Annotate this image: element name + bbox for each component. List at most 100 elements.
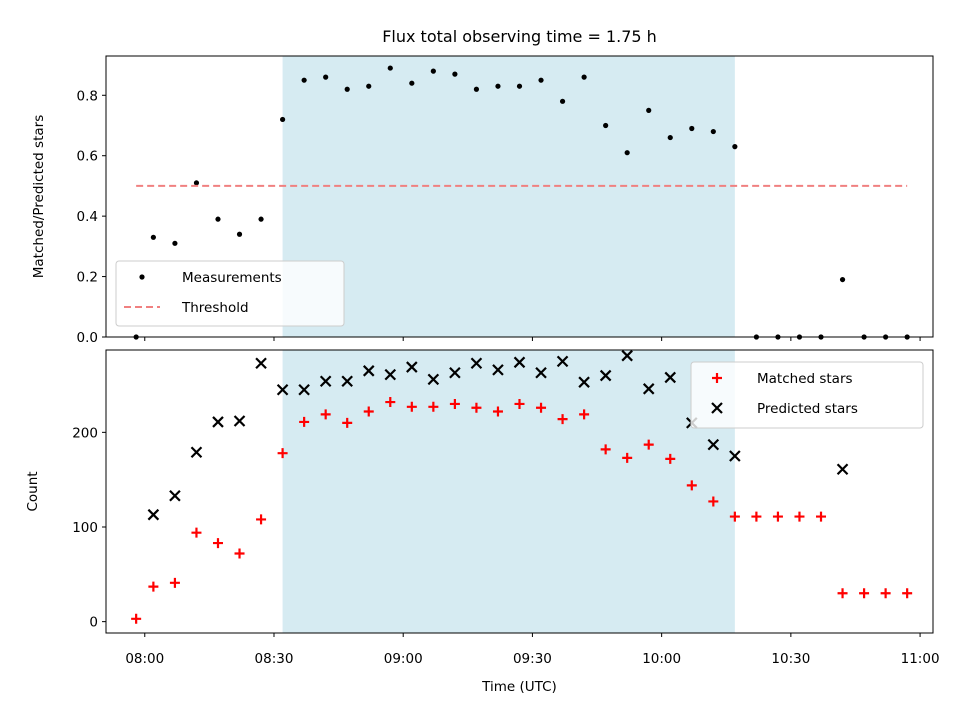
matched-stars-point bbox=[406, 401, 417, 412]
predicted-stars-point bbox=[621, 349, 633, 362]
matched-stars-point bbox=[277, 448, 288, 459]
matched-stars-point bbox=[299, 416, 310, 427]
predicted-stars-point bbox=[406, 361, 418, 373]
top-legend: Measurements Threshold bbox=[115, 260, 345, 327]
x-tick-label: 09:30 bbox=[513, 651, 552, 667]
matched-stars-point bbox=[708, 496, 719, 507]
x-axis-label: Time (UTC) bbox=[481, 679, 557, 695]
predicted-stars-point bbox=[384, 368, 397, 381]
measurement-point bbox=[624, 150, 630, 156]
predicted-stars-point bbox=[319, 375, 332, 388]
measurement-point bbox=[689, 125, 695, 132]
predicted-stars-point bbox=[427, 373, 440, 386]
predicted-stars-point bbox=[556, 355, 569, 368]
measurement-point bbox=[430, 68, 436, 74]
measurement-point bbox=[323, 74, 329, 80]
predicted-stars-point bbox=[147, 508, 160, 521]
x-tick-label: 11:00 bbox=[901, 651, 940, 667]
legend-predicted-stars-swatch bbox=[711, 402, 723, 414]
x-tick-label: 10:30 bbox=[771, 651, 810, 667]
measurement-point bbox=[452, 71, 458, 77]
matched-stars-point bbox=[622, 452, 633, 463]
matched-stars-point bbox=[169, 577, 180, 588]
predicted-stars-point bbox=[513, 356, 526, 369]
predicted-stars-point bbox=[362, 365, 375, 377]
matched-stars-point bbox=[643, 439, 654, 450]
measurement-point bbox=[732, 144, 738, 150]
bottom-axes-frame bbox=[105, 349, 934, 634]
top-data-layer bbox=[133, 65, 910, 340]
measurement-point bbox=[581, 74, 587, 80]
predicted-stars-point bbox=[642, 383, 655, 395]
measurement-point bbox=[495, 83, 501, 89]
measurement-point bbox=[710, 128, 716, 135]
predicted-stars-point bbox=[449, 366, 461, 379]
matched-stars-point bbox=[363, 406, 374, 417]
predicted-stars-point bbox=[578, 376, 590, 388]
matched-stars-point bbox=[579, 409, 590, 420]
x-tick-label: 08:30 bbox=[255, 651, 294, 667]
predicted-stars-point bbox=[599, 369, 612, 382]
measurement-point bbox=[559, 98, 566, 104]
top-x-ticks bbox=[144, 337, 921, 341]
top-y-tick-label: 0.0 bbox=[77, 330, 98, 346]
matched-stars-point bbox=[514, 398, 525, 409]
matched-stars-point bbox=[385, 397, 396, 408]
predicted-stars-point bbox=[470, 357, 483, 370]
bottom-panel: 0 100 200 08:00 08:30 09:00 09:30 10:00 10:30 11… bbox=[25, 349, 940, 695]
x-tick-label: 09:00 bbox=[384, 651, 423, 667]
matched-stars-point bbox=[794, 511, 805, 522]
top-y-axis-label: Matched/Predicted stars bbox=[31, 115, 47, 278]
measurement-point bbox=[215, 216, 221, 222]
top-y-tick-label: 0.4 bbox=[77, 209, 98, 225]
matched-stars-point bbox=[342, 417, 353, 428]
matched-stars-point bbox=[449, 398, 460, 409]
measurement-point bbox=[236, 231, 243, 237]
measurement-point bbox=[516, 83, 523, 89]
top-y-ticks: 0.0 0.2 0.4 0.6 0.8 bbox=[77, 88, 106, 346]
measurement-point bbox=[344, 86, 350, 92]
predicted-stars-point bbox=[341, 375, 353, 388]
matched-stars-point bbox=[600, 444, 611, 455]
measurement-point bbox=[172, 240, 178, 246]
predicted-stars-point bbox=[169, 489, 181, 502]
legend-matched-stars-swatch bbox=[712, 373, 722, 383]
matched-stars-point bbox=[816, 511, 827, 522]
predicted-stars-point bbox=[707, 438, 720, 451]
top-y-tick-label: 0.8 bbox=[77, 88, 98, 104]
predicted-stars-point bbox=[492, 364, 504, 376]
chart-title: Flux total observing time = 1.75 h bbox=[382, 27, 657, 46]
matched-stars-point bbox=[256, 514, 267, 525]
matched-stars-point bbox=[880, 588, 891, 599]
legend-label: Threshold bbox=[181, 300, 249, 316]
measurement-point bbox=[301, 77, 307, 83]
bottom-y-tick-label: 0 bbox=[89, 615, 98, 631]
matched-stars-point bbox=[837, 588, 848, 599]
measurement-point bbox=[366, 83, 372, 89]
x-tick-label: 08:00 bbox=[125, 651, 164, 667]
measurement-point bbox=[387, 65, 393, 71]
measurement-point bbox=[279, 116, 286, 123]
bottom-y-tick-label: 100 bbox=[72, 520, 98, 536]
bottom-y-axis-label: Count bbox=[25, 471, 41, 511]
matched-stars-point bbox=[751, 511, 762, 522]
top-panel: 0.0 0.2 0.4 0.6 0.8 Measurements Threshold Fl… bbox=[31, 27, 934, 346]
matched-stars-point bbox=[859, 588, 870, 599]
x-tick-label: 10:00 bbox=[642, 651, 681, 667]
measurement-point bbox=[839, 276, 846, 283]
predicted-stars-point bbox=[664, 371, 677, 384]
bottom-legend: Matched stars Predicted stars bbox=[690, 361, 924, 429]
predicted-stars-point bbox=[729, 450, 741, 462]
measurement-point bbox=[646, 107, 652, 113]
predicted-stars-point bbox=[255, 357, 267, 370]
matched-stars-point bbox=[428, 401, 439, 412]
matched-stars-point bbox=[191, 527, 202, 538]
matched-stars-point bbox=[665, 453, 676, 464]
matched-stars-point bbox=[320, 409, 331, 420]
top-observing-span bbox=[282, 56, 735, 337]
matched-stars-point bbox=[729, 511, 740, 522]
legend-label: Predicted stars bbox=[757, 401, 858, 417]
predicted-stars-point bbox=[836, 463, 849, 476]
legend-measurements-swatch bbox=[139, 274, 145, 280]
